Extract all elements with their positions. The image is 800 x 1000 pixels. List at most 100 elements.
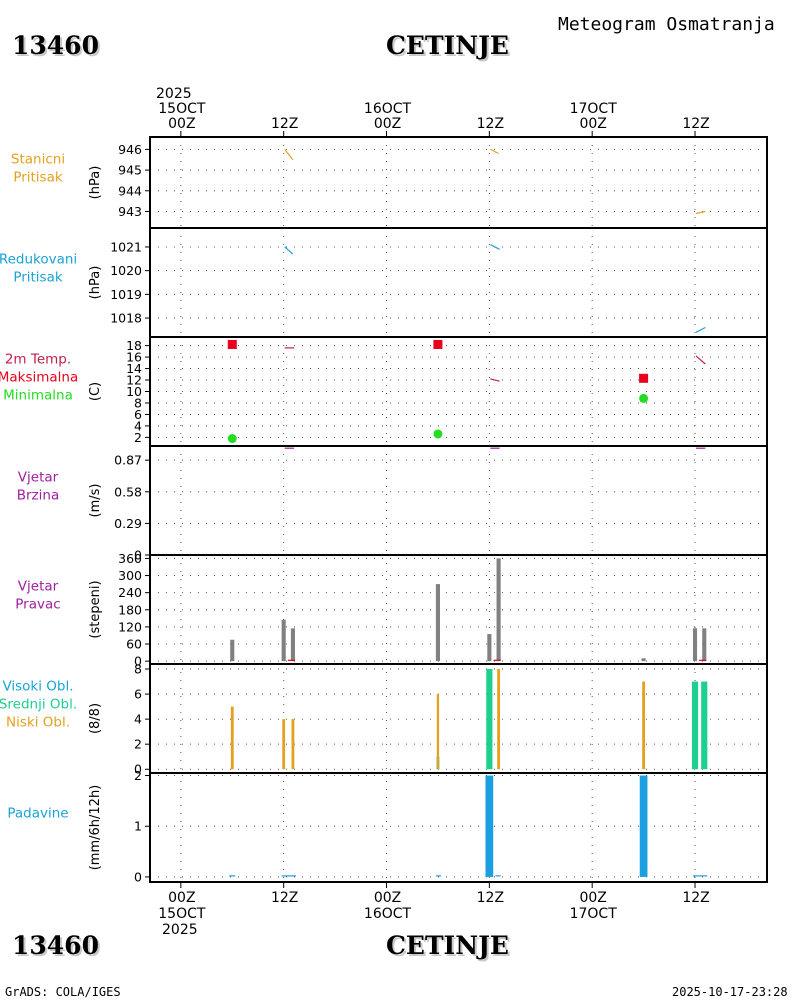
y-axis-unit: (mm/6h/12h) — [88, 785, 103, 871]
x-tick-label-top: 12Z — [271, 116, 298, 132]
panel-label-redukovani: Redukovani — [0, 252, 77, 268]
y-tick-label: 946 — [118, 142, 142, 157]
series-line-stanicni — [490, 148, 499, 155]
y-tick-label: 16 — [126, 350, 142, 365]
panel-frame-vjetar_pravac — [149, 554, 768, 665]
series-line-redukovani — [490, 244, 500, 250]
bar-vjetar_pravac — [487, 634, 492, 662]
y-axis-unit: (C) — [88, 382, 103, 401]
panel-label-vjetar_brzina: Vjetar — [18, 470, 59, 486]
x-tick-label-bottom: 16OCT — [364, 906, 412, 922]
y-tick-label: 943 — [118, 204, 142, 219]
panel-label-oblacnost: Niski Obl. — [6, 715, 70, 731]
x-tick-label-top: 15OCT — [158, 101, 206, 117]
y-tick-label: 300 — [118, 568, 142, 583]
panel-frame-redukovani — [149, 227, 768, 338]
footer-timestamp: 2025-10-17-23:28 — [672, 985, 788, 999]
series-line-temperatura — [490, 378, 500, 382]
panel-frame-padavine — [149, 772, 768, 883]
series-line-stanicni — [695, 210, 706, 215]
bar-vjetar_pravac — [290, 628, 295, 662]
y-tick-label: 1 — [134, 819, 142, 834]
station-name-bottom: CETINJE — [386, 931, 509, 960]
max-temp-marker — [227, 339, 237, 349]
y-tick-label: 0 — [134, 762, 142, 777]
x-tick-label-top: 17OCT — [570, 101, 618, 117]
y-tick-label: 2 — [134, 430, 142, 445]
y-tick-label: 14 — [126, 361, 142, 376]
panel-label-padavine: Padavine — [7, 806, 68, 822]
x-tick-label-bottom: 12Z — [271, 890, 298, 906]
x-tick-label-bottom: 00Z — [168, 890, 195, 906]
panel-label-stanicni: Stanicni — [11, 152, 65, 168]
x-tick-label-top: 00Z — [168, 116, 195, 132]
min-temp-marker — [227, 434, 237, 444]
y-tick-label: 10 — [126, 384, 142, 399]
x-tick-label-bottom: 12Z — [477, 890, 504, 906]
y-tick-label: 240 — [118, 585, 142, 600]
y-tick-label: 0 — [134, 654, 142, 669]
x-tick-label-top: 12Z — [477, 116, 504, 132]
y-axis-unit: (hPa) — [88, 166, 103, 200]
bar-vjetar_pravac — [496, 558, 501, 662]
panel-label-oblacnost: Visoki Obl. — [2, 679, 73, 695]
y-tick-label: 945 — [118, 163, 142, 178]
bar-oblacnost — [691, 681, 699, 770]
bar-vjetar_pravac — [702, 628, 707, 662]
x-tick-label-bottom: 00Z — [579, 890, 606, 906]
series-line-redukovani — [284, 246, 294, 255]
bar-oblacnost — [282, 719, 286, 770]
panel-label-temperatura: 2m Temp. — [5, 352, 71, 368]
panel-label-vjetar_pravac: Pravac — [15, 597, 60, 613]
bar-oblacnost — [486, 669, 493, 770]
x-tick-label-top: 12Z — [682, 116, 709, 132]
max-temp-marker — [433, 339, 443, 349]
y-tick-label: 8 — [134, 662, 142, 677]
panel-frame-vjetar_brzina — [149, 445, 768, 556]
bar-vjetar_pravac — [641, 658, 646, 662]
panel-frame-stanicni — [149, 136, 768, 229]
panel-label-temperatura: Minimalna — [3, 388, 73, 404]
x-tick-label-bottom: 15OCT — [158, 906, 206, 922]
min-temp-marker — [639, 393, 649, 403]
x-tick-label-top: 16OCT — [364, 101, 412, 117]
y-tick-label: 1018 — [110, 311, 142, 326]
bar-oblacnost — [436, 694, 440, 770]
x-tick-label-top: 2025 — [156, 86, 192, 102]
y-axis-unit: (hPa) — [88, 266, 103, 300]
bar-padavine — [485, 775, 494, 877]
station-name-top: CETINJE — [386, 31, 509, 60]
y-tick-label: 12 — [126, 373, 142, 388]
x-tick-label-top: 00Z — [374, 116, 401, 132]
panel-label-stanicni: Pritisak — [13, 170, 63, 186]
bar-oblacnost — [701, 681, 708, 770]
x-tick-label-bottom: 00Z — [374, 890, 401, 906]
x-tick-label-bottom: 12Z — [682, 890, 709, 906]
bar-vjetar_pravac — [692, 628, 698, 662]
x-tick-label-top: 00Z — [579, 116, 606, 132]
y-tick-label: 2 — [134, 768, 142, 783]
bar-oblacnost — [291, 719, 295, 770]
series-line-temperatura — [695, 355, 706, 365]
y-tick-label: 120 — [118, 619, 142, 634]
y-tick-label: 0.58 — [114, 484, 142, 499]
y-tick-label: 4 — [134, 418, 142, 433]
station-id-top: 13460 — [12, 31, 99, 60]
y-tick-label: 6 — [134, 687, 142, 702]
panel-label-temperatura: Maksimalna — [0, 370, 78, 386]
max-temp-marker — [639, 373, 649, 383]
bar-oblacnost — [642, 681, 646, 770]
y-tick-label: 360 — [118, 551, 142, 566]
y-tick-label: 944 — [118, 183, 142, 198]
y-axis-unit: (8/8) — [88, 703, 103, 734]
y-tick-label: 60 — [126, 637, 142, 652]
bar-oblacnost — [497, 669, 501, 770]
meteogram-title: Meteogram Osmatranja — [558, 14, 775, 35]
panel-label-redukovani: Pritisak — [13, 270, 63, 286]
y-axis-unit: (stepeni) — [88, 580, 103, 638]
y-tick-label: 8 — [134, 395, 142, 410]
y-tick-label: 1021 — [110, 239, 142, 254]
y-tick-label: 1019 — [110, 287, 142, 302]
x-tick-label-bottom: 17OCT — [570, 906, 618, 922]
panel-label-oblacnost: Srednji Obl. — [0, 697, 77, 713]
